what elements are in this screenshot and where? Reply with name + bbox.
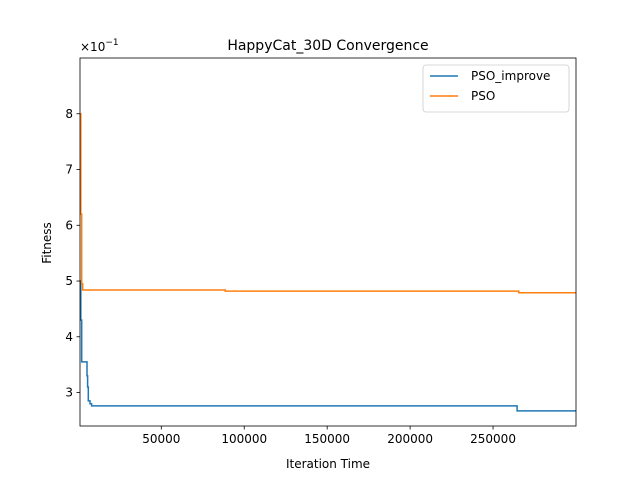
x-tick-label: 150000	[304, 432, 350, 446]
y-tick-label: 4	[65, 330, 73, 344]
series-line-pso	[80, 113, 576, 294]
x-tick-label: 50000	[142, 432, 180, 446]
legend: PSO_improve PSO	[422, 64, 570, 113]
legend-label: PSO	[471, 89, 495, 103]
y-tick-label: 3	[65, 386, 73, 400]
legend-label: PSO_improve	[471, 69, 550, 83]
y-tick-label: 7	[65, 163, 73, 177]
x-tick-label: 200000	[387, 432, 433, 446]
legend-box	[422, 64, 570, 113]
y-offset-label: ×10−1	[80, 38, 119, 54]
y-offset-exponent: −1	[105, 38, 118, 48]
y-axis-label: Fitness	[40, 222, 54, 264]
y-tick-label: 8	[65, 107, 73, 121]
plot-area: 50000 100000 150000 200000 250000 3 4 5 6 7 8	[65, 57, 577, 446]
y-tick-label: 5	[65, 274, 73, 288]
y-tick-label: 6	[65, 218, 73, 232]
chart-title: HappyCat_30D Convergence	[227, 38, 428, 54]
x-tick-label: 250000	[470, 432, 516, 446]
series-line-pso-improve	[80, 280, 576, 412]
y-offset-text: ×10	[80, 40, 105, 54]
axes-frame	[79, 57, 577, 427]
x-tick-label: 100000	[221, 432, 267, 446]
x-axis-label: Iteration Time	[286, 457, 370, 471]
